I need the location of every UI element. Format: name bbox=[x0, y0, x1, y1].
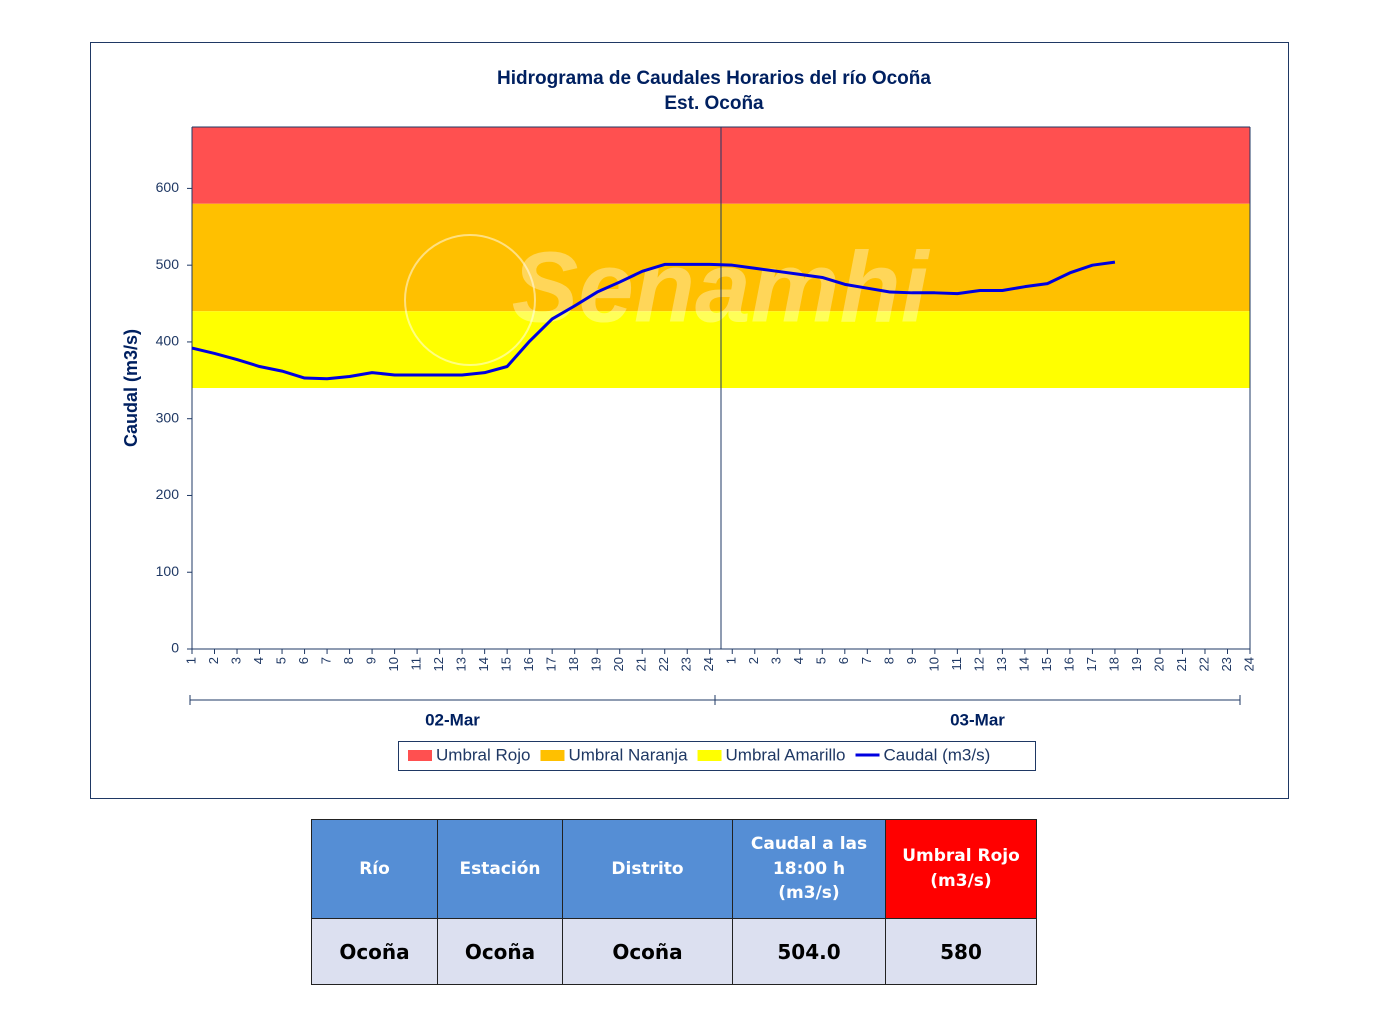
table-header: Río Estación Distrito Caudal a las 18:00… bbox=[311, 819, 1037, 919]
x-tick-label: 17 bbox=[544, 657, 559, 671]
x-tick-label: 19 bbox=[1129, 657, 1144, 671]
x-tick-label: 23 bbox=[1219, 657, 1234, 671]
legend-swatch bbox=[408, 750, 432, 761]
legend-swatch bbox=[697, 750, 722, 761]
x-tick-label: 7 bbox=[319, 657, 334, 664]
x-tick-label: 3 bbox=[769, 657, 784, 664]
x-tick-label: 11 bbox=[409, 657, 424, 671]
legend-label: Umbral Rojo bbox=[436, 745, 530, 764]
group-label: 02-Mar bbox=[425, 710, 480, 729]
x-tick-label: 10 bbox=[386, 657, 401, 671]
chart-subtitle: Est. Ocoña bbox=[664, 93, 764, 114]
x-tick-label: 16 bbox=[521, 657, 536, 671]
chart-title: Hidrograma de Caudales Horarios del río … bbox=[497, 68, 931, 89]
x-tick-label: 15 bbox=[499, 657, 514, 671]
x-tick-label: 5 bbox=[814, 657, 829, 664]
x-tick-label: 19 bbox=[589, 657, 604, 671]
x-tick-label: 18 bbox=[566, 657, 581, 671]
x-tick-label: 8 bbox=[341, 657, 356, 664]
y-tick-label: 600 bbox=[156, 179, 180, 195]
y-tick-label: 0 bbox=[171, 640, 179, 656]
x-tick-label: 13 bbox=[454, 657, 469, 671]
cell: Ocoña bbox=[437, 918, 563, 985]
cell: Ocoña bbox=[562, 918, 733, 985]
x-tick-label: 16 bbox=[1061, 657, 1076, 671]
x-tick-label: 9 bbox=[904, 657, 919, 664]
x-tick-label: 17 bbox=[1084, 657, 1099, 671]
y-tick-label: 200 bbox=[156, 486, 180, 502]
x-tick-label: 10 bbox=[926, 657, 941, 671]
x-tick-label: 20 bbox=[611, 657, 626, 671]
x-tick-label: 8 bbox=[881, 657, 896, 664]
x-tick-label: 24 bbox=[1241, 657, 1256, 671]
x-tick-label: 24 bbox=[701, 657, 716, 671]
x-tick-label: 1 bbox=[183, 657, 198, 664]
x-tick-label: 3 bbox=[228, 657, 243, 664]
table-row: Ocoña Ocoña Ocoña 504.0 580 bbox=[311, 918, 1037, 985]
x-tick-label: 6 bbox=[296, 657, 311, 664]
header-cell: Caudal a las 18:00 h (m3/s) bbox=[732, 819, 886, 919]
x-tick-label: 13 bbox=[994, 657, 1009, 671]
x-tick-label: 4 bbox=[791, 657, 806, 664]
y-tick-label: 400 bbox=[156, 333, 180, 349]
x-tick-label: 23 bbox=[679, 657, 694, 671]
x-tick-label: 21 bbox=[1174, 657, 1189, 671]
x-tick-label: 20 bbox=[1151, 657, 1166, 671]
x-tick-label: 15 bbox=[1039, 657, 1054, 671]
x-tick-label: 12 bbox=[971, 657, 986, 671]
x-tick-label: 12 bbox=[431, 657, 446, 671]
x-tick-label: 22 bbox=[656, 657, 671, 671]
legend-label: Caudal (m3/s) bbox=[884, 745, 991, 764]
x-tick-label: 14 bbox=[476, 657, 491, 671]
group-label: 03-Mar bbox=[950, 710, 1005, 729]
x-tick-label: 21 bbox=[634, 657, 649, 671]
x-tick-label: 2 bbox=[206, 657, 221, 664]
x-tick-label: 9 bbox=[364, 657, 379, 664]
x-tick-label: 1 bbox=[724, 657, 739, 664]
y-tick-label: 500 bbox=[156, 256, 180, 272]
chart: Hidrograma de Caudales Horarios del río … bbox=[90, 42, 1289, 799]
header-cell: Estación bbox=[437, 819, 563, 919]
header-cell: Río bbox=[311, 819, 438, 919]
header-cell: Umbral Rojo (m3/s) bbox=[885, 819, 1037, 919]
x-tick-label: 11 bbox=[949, 657, 964, 671]
x-tick-label: 14 bbox=[1016, 657, 1031, 671]
header-cell: Distrito bbox=[562, 819, 733, 919]
x-tick-label: 4 bbox=[251, 657, 266, 664]
x-tick-label: 5 bbox=[273, 657, 288, 664]
x-tick-label: 6 bbox=[836, 657, 851, 664]
y-tick-label: 100 bbox=[156, 563, 180, 579]
y-tick-label: 300 bbox=[156, 409, 180, 425]
cell: 580 bbox=[885, 918, 1037, 985]
legend-label: Umbral Amarillo bbox=[726, 745, 846, 764]
x-tick-label: 18 bbox=[1106, 657, 1121, 671]
x-tick-label: 7 bbox=[859, 657, 874, 664]
cell: Ocoña bbox=[311, 918, 438, 985]
legend-swatch bbox=[540, 750, 565, 761]
x-tick-label: 2 bbox=[746, 657, 761, 664]
watermark-logo bbox=[404, 234, 536, 366]
x-tick-label: 22 bbox=[1196, 657, 1211, 671]
cell: 504.0 bbox=[732, 918, 886, 985]
data-table: Río Estación Distrito Caudal a las 18:00… bbox=[311, 819, 1037, 985]
legend-label: Umbral Naranja bbox=[568, 745, 688, 764]
y-axis-title: Caudal (m3/s) bbox=[121, 329, 141, 447]
data-line bbox=[191, 260, 1116, 381]
